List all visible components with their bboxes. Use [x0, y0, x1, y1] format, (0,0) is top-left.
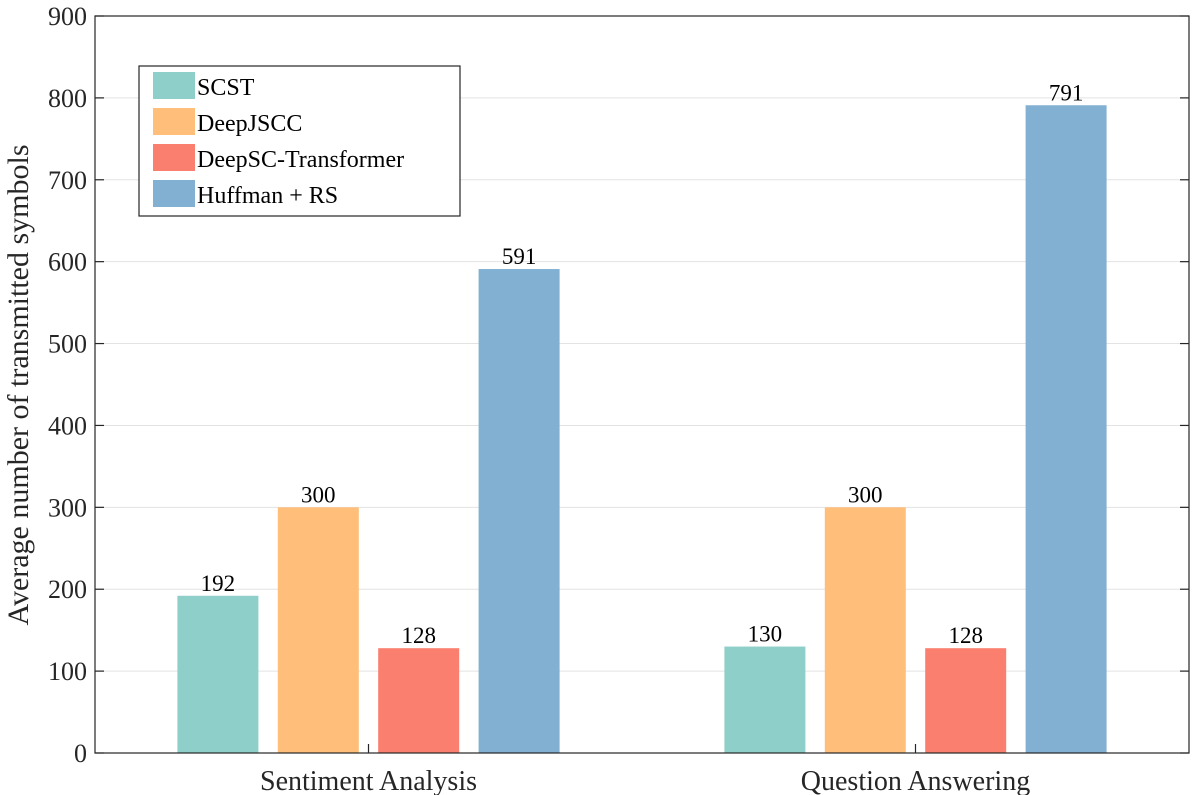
- data-label: 300: [848, 482, 883, 507]
- legend-label-2: DeepSC-Transformer: [197, 147, 404, 173]
- data-label: 192: [201, 571, 236, 596]
- data-label: 128: [948, 623, 983, 648]
- y-axis-ticks: 0 100 200 300 400 500 600 700 800 900: [48, 2, 1189, 768]
- data-label: 791: [1049, 80, 1084, 105]
- bar-deepjscc-0: [277, 507, 359, 753]
- data-label: 128: [401, 623, 436, 648]
- bar-deepsc-transformer-0: [378, 648, 460, 753]
- data-label: 591: [502, 244, 537, 269]
- plot-area-frame: [94, 15, 1190, 754]
- x-axis-categories: Sentiment Analysis Question Answering: [260, 744, 1030, 795]
- x-category-label-1: Question Answering: [801, 766, 1030, 795]
- legend-label-0: SCST: [197, 75, 255, 101]
- y-axis-label: Average number of transmitted symbols: [2, 145, 35, 626]
- data-labels: 192 300 128 591 130 300 128 791: [201, 80, 1084, 648]
- bar-scst-1: [724, 646, 806, 753]
- data-label: 300: [301, 482, 336, 507]
- bars: [177, 105, 1107, 753]
- data-label: 130: [748, 622, 783, 647]
- y-tick-label-700: 700: [48, 166, 87, 195]
- y-tick-label-600: 600: [48, 248, 87, 277]
- y-tick-label-100: 100: [48, 657, 87, 686]
- y-tick-label-200: 200: [48, 575, 87, 604]
- bar-deepjscc-1: [824, 507, 906, 753]
- legend-swatch-3: [153, 180, 195, 207]
- y-tick-label-0: 0: [74, 739, 87, 768]
- legend: SCST DeepJSCC DeepSC-Transformer Huffman + …: [138, 65, 461, 217]
- y-tick-label-800: 800: [48, 84, 87, 113]
- bar-huffman-rs-0: [478, 269, 560, 753]
- bar-huffman-rs-1: [1025, 105, 1107, 753]
- bar-deepsc-transformer-1: [925, 648, 1007, 753]
- legend-swatch-0: [153, 72, 195, 99]
- legend-swatch-1: [153, 108, 195, 135]
- x-category-label-0: Sentiment Analysis: [260, 766, 477, 795]
- legend-swatch-2: [153, 144, 195, 171]
- y-tick-label-300: 300: [48, 493, 87, 522]
- legend-label-3: Huffman + RS: [197, 183, 338, 209]
- y-tick-label-400: 400: [48, 411, 87, 440]
- y-tick-label-900: 900: [48, 2, 87, 31]
- legend-label-1: DeepJSCC: [197, 111, 302, 137]
- y-tick-label-500: 500: [48, 330, 87, 359]
- bar-scst-0: [177, 595, 259, 753]
